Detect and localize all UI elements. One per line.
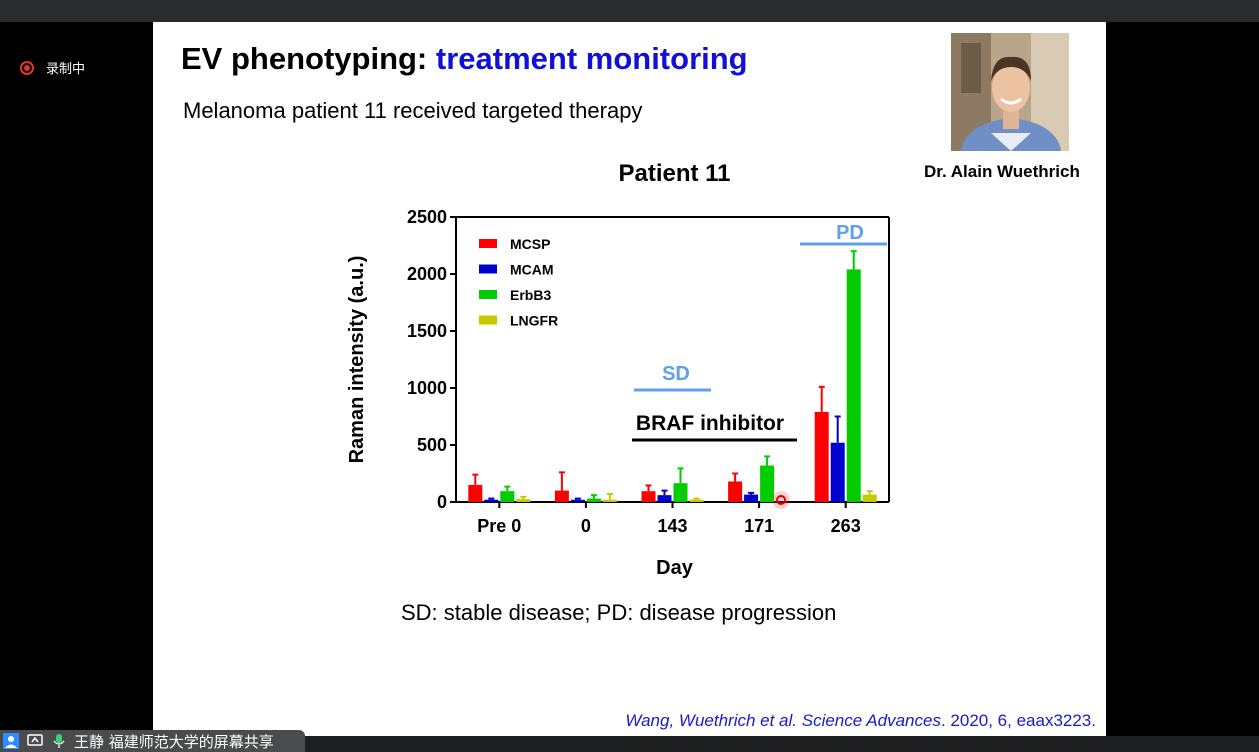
citation-details: . 2020, 6, eaax3223. [940, 711, 1096, 730]
y-tick-label: 2000 [407, 264, 447, 284]
y-axis-label: Raman intensity (a.u.) [346, 256, 368, 464]
bar-lngfr [862, 494, 877, 502]
bar-mcam [657, 495, 672, 502]
slide-caption: SD: stable disease; PD: disease progress… [401, 600, 837, 625]
y-tick-label: 2500 [407, 207, 447, 227]
bottom-bar [0, 736, 1259, 752]
x-tick-label: Pre 0 [477, 516, 521, 536]
bar-mcsp [814, 411, 829, 502]
window-top-bar [0, 0, 1259, 22]
bar-chart: Patient 11 0 500 1000 1500 2000 2500 Raman inte… [346, 160, 890, 579]
recording-label: 录制中 [46, 62, 86, 77]
slide-subtitle: Melanoma patient 11 received targeted th… [183, 98, 643, 123]
bar-lngfr [516, 499, 531, 502]
bar-mcam [570, 499, 585, 502]
slide-title-accent: treatment monitoring [435, 41, 748, 76]
slide-title-prefix: EV phenotyping: [181, 41, 428, 76]
bar-lngfr [689, 499, 704, 502]
bar-lngfr [602, 499, 617, 502]
legend-swatch-lngfr [479, 315, 497, 325]
bar-erbb3 [846, 269, 861, 502]
legend-label: LNGFR [510, 313, 558, 329]
legend-label: ErbB3 [510, 287, 551, 303]
x-tick-label: 0 [581, 516, 591, 536]
sd-label: SD [662, 363, 690, 385]
braf-label: BRAF inhibitor [636, 412, 784, 435]
citation-authors: Wang, Wuethrich et al. Science Advances [625, 711, 941, 730]
citation[interactable]: Wang, Wuethrich et al. Science Advances.… [625, 711, 1096, 731]
photo-caption: Dr. Alain Wuethrich [924, 162, 1080, 181]
share-status-text: 王静 福建师范大学的屏幕共享 [74, 732, 274, 751]
bar-mcam [744, 494, 759, 502]
legend-swatch-erbb3 [479, 290, 497, 299]
slide-title: EV phenotyping: treatment monitoring [181, 41, 748, 77]
bar-mcsp [554, 490, 569, 502]
x-tick-label: 171 [744, 516, 774, 536]
legend-label: MCAM [510, 262, 554, 278]
x-tick-label: 263 [831, 516, 861, 536]
recording-indicator[interactable]: 录制中 [20, 58, 85, 77]
participant-icon[interactable] [2, 732, 20, 750]
bar-mcam [830, 442, 845, 502]
y-tick-label: 1500 [407, 321, 447, 341]
screen-share-icon[interactable] [26, 732, 44, 750]
bar-mcam [484, 499, 499, 502]
y-tick-label: 0 [437, 492, 447, 512]
record-icon [20, 60, 34, 75]
bar-erbb3 [500, 491, 515, 502]
legend-swatch-mcam [479, 264, 497, 274]
chart-title: Patient 11 [618, 160, 730, 187]
legend-label: MCSP [510, 236, 550, 252]
bar-mcsp [641, 491, 656, 502]
presentation-slide: EV phenotyping: treatment monitoring Mel… [153, 22, 1106, 736]
x-axis-label: Day [656, 557, 694, 579]
portrait-photo [951, 33, 1069, 151]
screen-share-tag[interactable]: 王静 福建师范大学的屏幕共享 [0, 730, 305, 752]
bar-erbb3 [586, 498, 601, 502]
y-tick-label: 500 [417, 435, 447, 455]
bar-erbb3 [673, 483, 688, 502]
laser-pointer-glow [772, 491, 790, 509]
microphone-icon[interactable] [50, 732, 68, 750]
bar-mcsp [728, 481, 743, 502]
bar-mcsp [468, 484, 483, 502]
laser-pointer-icon [776, 495, 786, 505]
legend-swatch-mcsp [479, 239, 497, 248]
x-tick-label: 143 [657, 516, 687, 536]
bar-erbb3 [760, 465, 775, 502]
pd-label: PD [836, 222, 864, 244]
y-tick-label: 1000 [407, 378, 447, 398]
